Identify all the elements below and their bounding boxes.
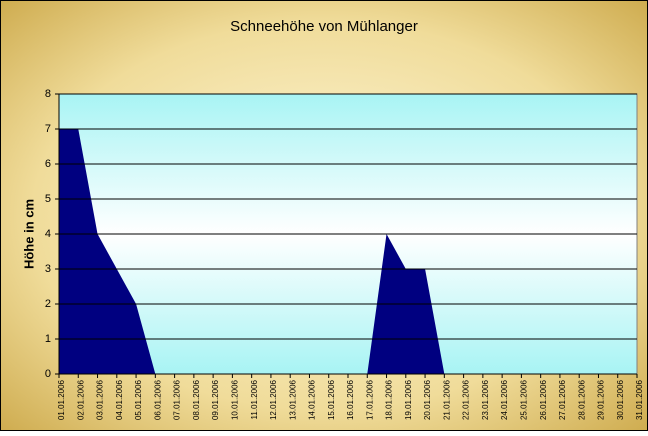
x-tick-label: 12.01.2006 [269, 379, 278, 420]
x-tick-label: 08.01.2006 [192, 379, 201, 420]
x-tick-label: 19.01.2006 [404, 379, 413, 420]
x-tick-label: 30.01.2006 [616, 379, 625, 420]
y-tick-label: 0 [45, 368, 51, 380]
x-tick-label: 27.01.2006 [558, 379, 567, 420]
y-tick-label: 7 [45, 123, 51, 135]
x-tick-label: 25.01.2006 [520, 379, 529, 420]
x-tick-label: 01.01.2006 [57, 379, 66, 420]
x-tick-label: 07.01.2006 [173, 379, 182, 420]
x-tick-label: 11.01.2006 [250, 379, 259, 419]
x-tick-label: 13.01.2006 [288, 379, 297, 420]
x-tick-label: 10.01.2006 [231, 379, 240, 420]
x-tick-label: 18.01.2006 [385, 379, 394, 420]
x-tick-label: 14.01.2006 [308, 379, 317, 420]
x-tick-label: 26.01.2006 [539, 379, 548, 420]
x-tick-label: 15.01.2006 [327, 379, 336, 420]
x-tick-label: 23.01.2006 [481, 379, 490, 420]
y-tick-label: 8 [45, 88, 51, 100]
x-tick-label: 09.01.2006 [211, 379, 220, 420]
y-tick-label: 3 [45, 263, 51, 275]
x-tick-label: 22.01.2006 [462, 379, 471, 420]
x-tick-label: 16.01.2006 [346, 379, 355, 420]
x-tick-label: 04.01.2006 [115, 379, 124, 420]
area [59, 129, 637, 374]
y-axis-label: Höhe in cm [21, 199, 36, 269]
y-tick-label: 6 [45, 158, 51, 170]
y-tick-label: 1 [45, 333, 51, 345]
x-tick-label: 20.01.2006 [423, 379, 432, 420]
x-tick-label: 21.01.2006 [442, 379, 451, 420]
x-tick-label: 06.01.2006 [153, 379, 162, 420]
x-tick-label: 17.01.2006 [365, 379, 374, 420]
y-tick-label: 4 [45, 228, 51, 240]
y-tick-label: 2 [45, 298, 51, 310]
x-tick-label: 05.01.2006 [134, 379, 143, 420]
chart-title: Schneehöhe von Mühlanger [230, 18, 418, 35]
x-tick-label: 03.01.2006 [96, 379, 105, 420]
x-tick-label: 28.01.2006 [577, 379, 586, 420]
x-tick-label: 24.01.2006 [500, 379, 509, 420]
x-tick-label: 31.01.2006 [635, 379, 644, 420]
x-tick-label: 02.01.2006 [76, 379, 85, 420]
y-tick-label: 5 [45, 193, 51, 205]
x-tick-label: 29.01.2006 [597, 379, 606, 420]
